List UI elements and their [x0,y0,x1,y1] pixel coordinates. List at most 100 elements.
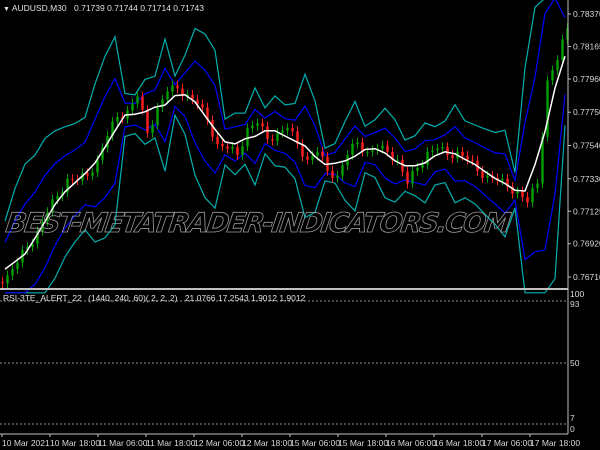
candle-body [536,183,539,189]
candle-body [386,145,389,152]
candle-body [11,269,14,276]
price-label: 0.76710 [573,272,600,282]
time-label: 15 Mar 18:00 [338,438,388,448]
watermark: BEST-METATRADER-INDICATORS.COM [4,208,513,239]
inner-band-lines [4,0,566,294]
candle-body [71,178,74,180]
candle-body [91,172,94,176]
candle-body [226,146,229,149]
candle-body [136,96,139,104]
candle-body [516,191,519,194]
candle-body [446,147,449,156]
candle-body [466,155,469,160]
candle-body [296,131,299,144]
sub-label-50: 50 [570,358,580,368]
candle-body [371,150,374,152]
time-label: 10 Mar 2021 [2,438,50,448]
moving-average-line [4,55,566,270]
candle-body [246,128,249,147]
candle-body [356,142,359,144]
candle-body [541,136,544,184]
candle-body [186,94,189,97]
candle-body [116,116,119,122]
outer-band-lines [4,0,566,294]
time-label: 16 Mar 18:00 [434,438,484,448]
ohlc-values: 0.71739 0.71744 0.71714 0.71743 [74,3,205,13]
candle-body [546,80,549,137]
price-label: 0.78165 [573,41,600,51]
candle-body [211,120,214,137]
sub-label-0: 0 [570,424,575,434]
candle-body [131,103,134,111]
candle-body [361,142,364,152]
candle-body [486,175,489,178]
candle-body [461,151,464,156]
outer-band-lower [5,113,566,294]
candle-body [196,99,199,105]
main-chart-header: ▼ AUDUSD,M30 0.71739 0.71744 0.71714 0.7… [3,3,204,13]
candle-body [206,107,209,121]
candle-body [286,128,289,131]
candle-body [66,178,69,193]
candle-body [416,167,419,171]
sub-label-100: 100 [570,289,584,299]
candle-body [381,145,384,149]
candle-body [391,151,394,161]
candle-body [51,199,54,213]
candle-body [336,175,339,178]
candle-body [216,136,219,144]
candle-body [31,243,34,247]
time-label: 12 Mar 18:00 [242,438,292,448]
candle-body [331,170,334,178]
candle-body [191,94,194,100]
candle-body [451,155,454,159]
candle-body [441,147,444,149]
candle-body [1,281,4,284]
time-label: 17 Mar 18:00 [530,438,580,448]
candle-body [201,104,204,108]
candle-body [406,171,409,184]
candle-body [231,147,234,149]
candle-body [511,186,514,194]
time-label: 15 Mar 06:00 [290,438,340,448]
candle-body [291,128,294,132]
outer-band-upper [4,0,544,222]
candle-body [256,123,259,126]
candle-body [176,85,179,89]
candle-body [396,159,399,161]
candle-body [401,159,404,172]
candle-body [551,70,554,81]
candle-body [316,151,319,156]
candle-body [156,107,159,125]
time-label: 16 Mar 06:00 [386,438,436,448]
candle-body [36,231,39,244]
triangle-down-icon[interactable]: ▼ [3,6,10,13]
candle-body [151,124,154,133]
candle-body [301,143,304,157]
candles [1,23,569,289]
candle-body [181,88,184,97]
candle-body [141,96,144,110]
candle-body [526,196,529,203]
candle-body [56,196,59,200]
price-label: 0.77125 [573,206,600,216]
indicator-header: RSI-3TE_ALERT_22 (1440, 240, 60)( 2, 2, … [3,293,305,303]
candle-body [481,170,484,178]
candle-body [221,143,224,147]
candle-body [561,39,564,60]
candle-body [26,246,29,251]
candle-body [521,191,524,197]
candle-body [146,109,149,133]
time-label: 11 Mar 18:00 [146,438,196,448]
indicator-params: (1440, 240, 60)( 2, 2, 2) [88,293,178,303]
candle-body [306,156,309,160]
candle-body [161,99,164,108]
